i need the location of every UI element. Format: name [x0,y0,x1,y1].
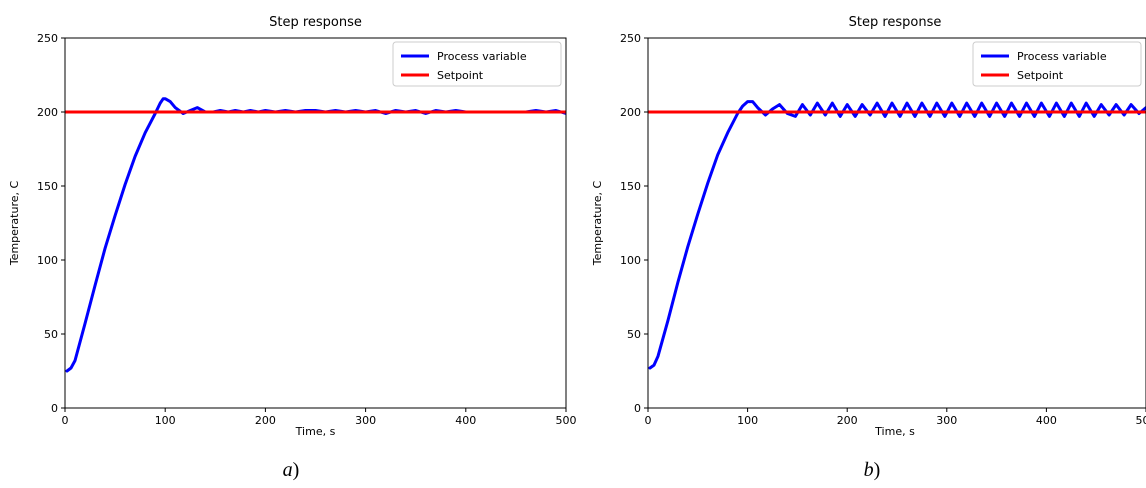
legend-box [972,41,1142,87]
chart-title: Step response [849,15,942,30]
axes-frame [647,37,1146,409]
subfigure-caption: a) [283,459,300,481]
chart-1: 0 100 200 300 400 500 0 50 100 150 200 250 Step resp… [591,15,1146,481]
caption-letter: a [283,459,293,481]
legend-label-setpoint: Setpoint [1017,69,1064,82]
y-tick-label: 50 [627,328,641,341]
x-tick-label: 500 [1136,414,1146,427]
x-tick-label: 300 [355,414,376,427]
series-line-process-variable [648,100,1146,370]
x-tick-label: 500 [556,414,577,427]
y-tick-label: 100 [37,254,58,267]
axes-frame [64,37,567,409]
x-tick-label: 200 [837,414,858,427]
caption-paren: ) [874,459,881,481]
y-tick-label: 150 [620,180,641,193]
chart-0: 0 100 200 300 400 500 0 50 100 150 200 250 Step resp… [8,15,577,481]
y-tick-label: 200 [37,106,58,119]
y-tick-label: 250 [37,32,58,45]
y-tick-label: 150 [37,180,58,193]
x-tick-label: 200 [255,414,276,427]
x-tick-label: 400 [455,414,476,427]
y-tick-label: 250 [620,32,641,45]
chart-title: Step response [269,15,362,30]
subfigure-caption: b) [864,459,881,481]
caption-letter: b [864,459,874,481]
x-axis-label: Time, s [295,425,336,438]
x-tick-label: 400 [1036,414,1057,427]
legend-label-process-variable: Process variable [437,50,527,63]
legend-label-setpoint: Setpoint [437,69,484,82]
y-tick-label: 0 [634,402,641,415]
x-tick-label: 300 [936,414,957,427]
caption-paren: ) [293,459,300,481]
y-tick-label: 0 [51,402,58,415]
legend-box [392,41,562,87]
legend-label-process-variable: Process variable [1017,50,1107,63]
y-tick-label: 100 [620,254,641,267]
y-tick-label: 50 [44,328,58,341]
x-axis-label: Time, s [874,425,915,438]
x-tick-label: 0 [645,414,652,427]
x-tick-label: 100 [155,414,176,427]
y-tick-label: 200 [620,106,641,119]
y-axis-label: Temperature, C [8,181,21,267]
series-line-process-variable [65,97,566,373]
x-tick-label: 100 [737,414,758,427]
y-axis-label: Temperature, C [591,181,604,267]
x-tick-label: 0 [62,414,69,427]
